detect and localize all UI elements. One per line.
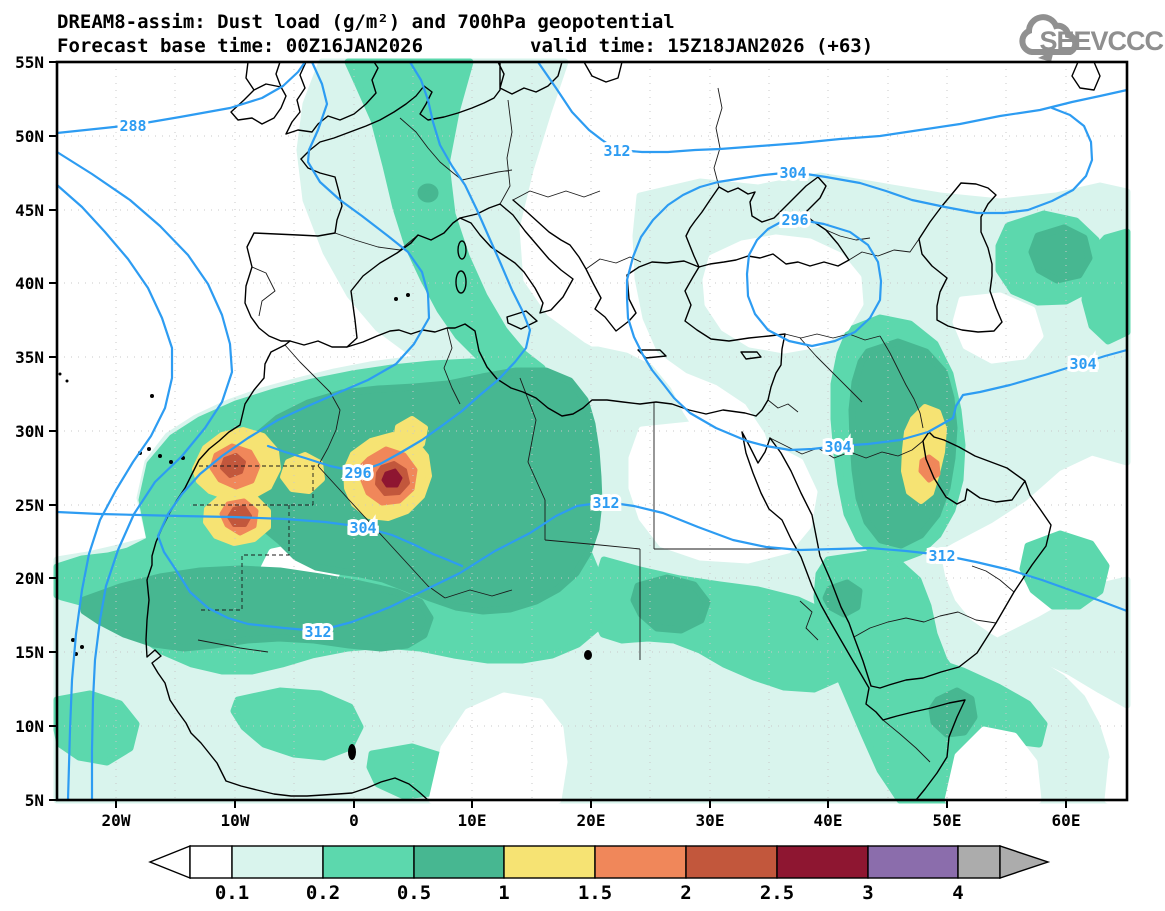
geopotential-contours: 288 312 304 296 296 304 312 304 304 312 … (55, 60, 1129, 802)
lon-tick-label: 30E (696, 811, 725, 830)
colorbar-cell (776, 845, 869, 879)
colorbar-cell (685, 845, 778, 879)
colorbar-cell (867, 845, 959, 879)
lat-tick-label: 40N (15, 274, 44, 293)
islands-dots (58, 293, 592, 760)
colorbar-label: 1.5 (578, 882, 612, 904)
contour-label: 312 (304, 623, 331, 641)
coastlines (58, 61, 1101, 801)
colorbar-underflow-cell (189, 845, 233, 879)
lat-tick-label: 10N (15, 717, 44, 736)
contour-label: 304 (349, 519, 376, 537)
lat-tick-label: 20N (15, 569, 44, 588)
colorbar-label: 0.1 (215, 882, 249, 904)
contour-label: 312 (603, 142, 630, 160)
lon-tick-label: 0 (349, 811, 359, 830)
colorbar-overflow-arrow (999, 845, 1051, 879)
colorbar-overflow-cell (957, 845, 1001, 879)
seevccc-logo: SEEVCCC (1019, 14, 1165, 62)
colorbar-label: 0.5 (397, 882, 431, 904)
lon-tick-label: 10E (458, 811, 487, 830)
colorbar-cell (322, 845, 415, 879)
lon-tick-label: 50E (933, 811, 962, 830)
colorbar-cell (594, 845, 687, 879)
contour-label: 312 (592, 494, 619, 512)
lon-tick-label: 10W (221, 811, 250, 830)
colorbar-cell (413, 845, 505, 879)
colorbar-cell (231, 845, 324, 879)
cloud-logo-icon (1019, 14, 1079, 55)
lat-tick-label: 25N (15, 496, 44, 515)
dust-load-shading (53, 58, 1131, 804)
colorbar-cell (503, 845, 596, 879)
contour-label: 296 (344, 464, 371, 482)
lat-tick-label: 55N (15, 53, 44, 72)
colorbar-label: 1 (498, 882, 509, 904)
colorbar-label: 2 (680, 882, 691, 904)
valid-time: valid time: 15Z18JAN2026 (+63) (530, 35, 873, 57)
lat-axis: 55N 50N 45N 40N 35N 30N 25N 20N 15N 10N … (15, 53, 57, 810)
lon-tick-label: 40E (814, 811, 843, 830)
colorbar-label: 4 (952, 882, 963, 904)
lon-axis: 20W 10W 0 10E 20E 30E 40E 50E 60E (102, 800, 1081, 830)
cloud-arrow-icon (1038, 50, 1054, 62)
contour-label: 312 (928, 547, 955, 565)
lon-tick-label: 20W (102, 811, 131, 830)
lat-tick-label: 45N (15, 201, 44, 220)
colorbar: 0.1 0.2 0.5 1 1.5 2 2.5 3 4 (148, 844, 1051, 904)
contour-label: 296 (781, 211, 808, 229)
page-title: DREAM8-assim: Dust load (g/m²) and 700hP… (57, 11, 675, 33)
forecast-base-time: Forecast base time: 00Z16JAN2026 (57, 35, 423, 57)
contour-label: 304 (824, 438, 851, 456)
country-borders (193, 87, 1015, 763)
lon-tick-label: 60E (1052, 811, 1081, 830)
contour-label: 304 (779, 164, 806, 182)
lat-tick-label: 35N (15, 348, 44, 367)
colorbar-underflow-arrow (148, 844, 191, 880)
lon-tick-label: 20E (577, 811, 606, 830)
lat-tick-label: 30N (15, 422, 44, 441)
logo-text: SEEVCCC (1039, 26, 1163, 56)
colorbar-label: 2.5 (760, 882, 794, 904)
lat-tick-label: 5N (25, 791, 44, 810)
lat-tick-label: 15N (15, 643, 44, 662)
lat-tick-label: 50N (15, 127, 44, 146)
contour-label: 288 (119, 117, 146, 135)
contour-label: 304 (1069, 355, 1096, 373)
colorbar-label: 3 (862, 882, 873, 904)
colorbar-label: 0.2 (306, 882, 340, 904)
